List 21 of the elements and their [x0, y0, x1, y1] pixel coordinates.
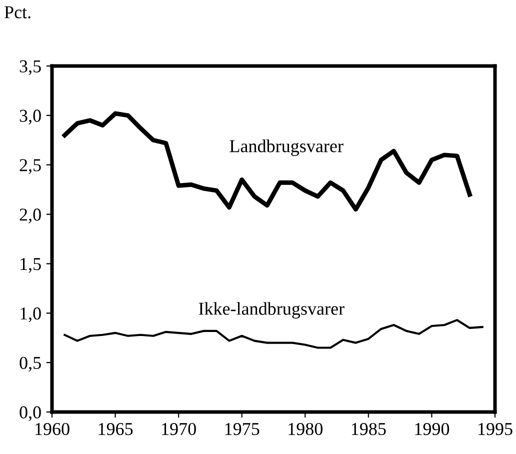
- x-tick-label: 1970: [162, 422, 196, 436]
- x-tick-label: 1980: [288, 422, 323, 436]
- x-tick-label: 1985: [352, 422, 386, 436]
- series-label: Landbrugsvarer: [230, 140, 344, 156]
- x-tick-label: 1960: [36, 422, 70, 436]
- y-tick-label: 0,0: [20, 406, 41, 422]
- y-tick-label: 3,0: [20, 110, 41, 124]
- line-series: [64, 319, 484, 349]
- y-axis-title: Pct.: [4, 6, 30, 18]
- y-tick-label: 3,5: [20, 60, 41, 76]
- x-tick-label: 1965: [98, 422, 133, 436]
- x-tick-label: 1990: [415, 422, 450, 436]
- x-tick-label: 1995: [478, 422, 512, 436]
- y-tick-label: 1,0: [20, 307, 41, 322]
- series-label: Ikke-landbrugsvarer: [198, 302, 344, 319]
- line-series: [62, 111, 472, 212]
- x-tick-label: 1975: [225, 422, 260, 436]
- y-tick-label: 2,0: [20, 208, 41, 224]
- y-tick-label: 2,5: [20, 159, 41, 174]
- y-tick-label: 1,5: [20, 258, 41, 273]
- y-tick-label: 0,5: [20, 356, 41, 372]
